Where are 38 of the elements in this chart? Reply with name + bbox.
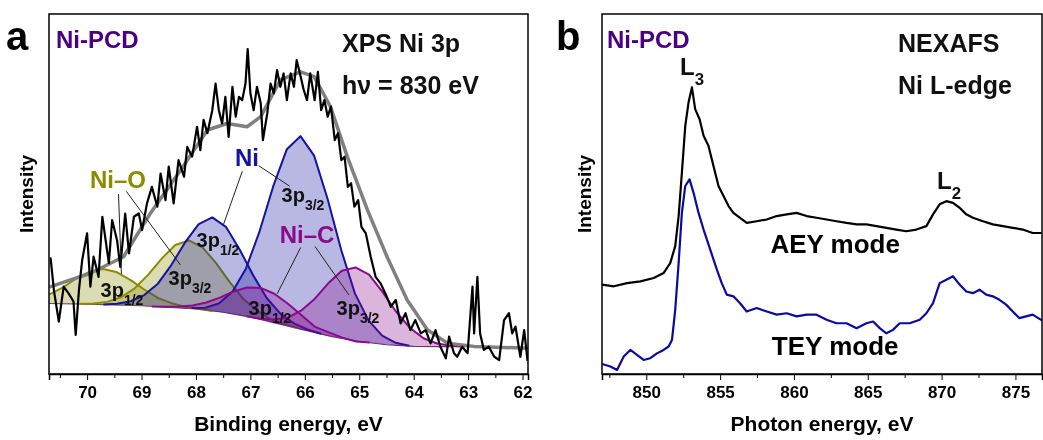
- annotation: Ni-PCD: [56, 26, 139, 53]
- series-label: TEY mode: [771, 331, 899, 362]
- x-tick-label: 870: [927, 383, 957, 403]
- x-tick-label: 70: [78, 383, 98, 403]
- x-axis-title: Photon energy, eV: [730, 412, 914, 435]
- x-tick-label: 68: [187, 383, 206, 403]
- annotation: 3p$_{1/2}$: [248, 297, 292, 326]
- annotation: Ni–C: [279, 221, 335, 249]
- x-tick-label: 855: [706, 383, 735, 403]
- x-tick-label: 63: [459, 383, 479, 403]
- x-tick-label: 65: [350, 383, 370, 403]
- annotation: 3p$_{3/2}$: [281, 184, 325, 213]
- annotation: 3p$_{1/2}$: [196, 229, 240, 258]
- x-tick-label: 67: [241, 383, 261, 403]
- annotation: Ni: [235, 144, 259, 172]
- x-tick-label: 850: [632, 383, 661, 403]
- y-axis-title: Intensity: [574, 154, 595, 234]
- x-tick-label: 875: [1001, 383, 1031, 403]
- annotation: Ni–O: [89, 166, 147, 194]
- x-tick-label: 64: [404, 383, 425, 403]
- annotation: L$_{2}$: [936, 167, 961, 203]
- x-axis-title: Binding energy, eV: [194, 412, 383, 435]
- text: Ni-PCD: [607, 26, 690, 53]
- chart-subtitle: Ni L-edge: [898, 71, 1012, 99]
- x-tick-label: 865: [854, 383, 883, 403]
- series-label: AEY mode: [770, 229, 900, 260]
- x-tick-label: 69: [132, 383, 152, 403]
- annotation: 3p$_{3/2}$: [168, 267, 212, 296]
- x-tick-label: 66: [295, 383, 315, 403]
- chart-title: NEXAFS: [898, 29, 1000, 57]
- annotation: L$_{3}$: [680, 53, 705, 89]
- text: b: [556, 14, 581, 58]
- x-tick-label: 62: [513, 383, 533, 403]
- text: hν = 830 eV: [342, 71, 480, 99]
- chart-title: XPS Ni 3p: [342, 29, 461, 57]
- text: a: [6, 14, 29, 58]
- y-axis-title: Intensity: [16, 154, 37, 234]
- x-tick-label: 860: [780, 383, 809, 403]
